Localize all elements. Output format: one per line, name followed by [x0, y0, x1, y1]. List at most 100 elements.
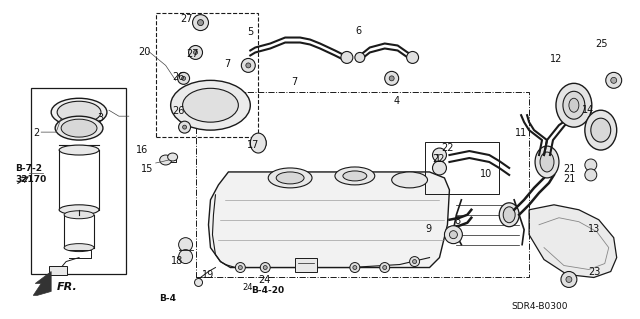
Ellipse shape — [160, 155, 172, 165]
Ellipse shape — [535, 146, 559, 178]
Bar — [49, 265, 67, 276]
Text: 18: 18 — [170, 256, 183, 266]
Circle shape — [198, 19, 204, 26]
Ellipse shape — [59, 205, 99, 215]
Circle shape — [605, 72, 621, 88]
Circle shape — [236, 263, 245, 272]
Ellipse shape — [61, 119, 97, 137]
Circle shape — [179, 121, 191, 133]
Circle shape — [250, 135, 266, 151]
Circle shape — [182, 125, 187, 129]
Text: 4: 4 — [394, 96, 399, 106]
Circle shape — [385, 71, 399, 85]
Text: 19: 19 — [202, 271, 214, 280]
Circle shape — [178, 72, 189, 84]
Text: 26: 26 — [172, 72, 185, 82]
Text: 13: 13 — [588, 224, 600, 234]
Text: 7: 7 — [225, 59, 231, 69]
Ellipse shape — [343, 171, 367, 181]
Ellipse shape — [268, 168, 312, 188]
Circle shape — [182, 76, 186, 80]
Text: 15: 15 — [141, 164, 153, 174]
Ellipse shape — [563, 91, 585, 119]
Ellipse shape — [64, 244, 94, 252]
Circle shape — [193, 50, 198, 55]
Text: 24: 24 — [259, 275, 271, 285]
Text: FR.: FR. — [57, 282, 78, 293]
Circle shape — [585, 169, 596, 181]
Text: 14: 14 — [582, 105, 594, 115]
Ellipse shape — [57, 101, 101, 123]
Text: 32170: 32170 — [15, 175, 47, 184]
Ellipse shape — [503, 207, 515, 223]
Circle shape — [413, 260, 417, 263]
Ellipse shape — [335, 167, 375, 185]
Ellipse shape — [168, 153, 178, 161]
Text: 7: 7 — [291, 77, 298, 87]
Text: B-4-20: B-4-20 — [252, 286, 284, 295]
Polygon shape — [33, 271, 51, 295]
Text: 10: 10 — [479, 169, 492, 179]
Ellipse shape — [556, 83, 592, 127]
Text: 6: 6 — [355, 26, 362, 36]
Circle shape — [179, 249, 193, 263]
Circle shape — [246, 63, 251, 68]
Circle shape — [193, 15, 209, 31]
Text: 26: 26 — [172, 106, 185, 116]
Bar — [196, 92, 529, 278]
Ellipse shape — [540, 152, 554, 172]
Text: 1: 1 — [435, 154, 441, 164]
Circle shape — [444, 226, 462, 244]
Circle shape — [561, 271, 577, 287]
Circle shape — [566, 277, 572, 282]
Circle shape — [350, 263, 360, 272]
Circle shape — [585, 159, 596, 171]
Ellipse shape — [64, 211, 94, 219]
Text: 21: 21 — [564, 164, 576, 174]
Circle shape — [389, 76, 394, 81]
Text: 11: 11 — [515, 128, 527, 137]
Text: 23: 23 — [588, 267, 600, 277]
Text: 16: 16 — [136, 145, 148, 155]
Circle shape — [380, 263, 390, 272]
Text: 25: 25 — [595, 39, 608, 48]
Bar — [295, 257, 317, 271]
Circle shape — [238, 265, 243, 270]
Circle shape — [263, 265, 268, 270]
Ellipse shape — [276, 172, 304, 184]
Circle shape — [179, 238, 193, 252]
Circle shape — [353, 265, 357, 270]
Polygon shape — [209, 172, 449, 268]
Circle shape — [195, 278, 202, 286]
Text: 12: 12 — [550, 55, 562, 64]
Circle shape — [611, 78, 617, 83]
Ellipse shape — [171, 80, 250, 130]
Text: 2: 2 — [33, 128, 40, 137]
Text: 22: 22 — [441, 143, 454, 153]
Text: B-7-2: B-7-2 — [15, 165, 42, 174]
Circle shape — [449, 231, 458, 239]
Circle shape — [341, 51, 353, 63]
Ellipse shape — [250, 133, 266, 153]
Ellipse shape — [499, 203, 519, 227]
Ellipse shape — [59, 145, 99, 155]
Circle shape — [189, 46, 202, 59]
Text: 3: 3 — [97, 113, 103, 123]
Circle shape — [406, 51, 419, 63]
Circle shape — [260, 263, 270, 272]
Text: 5: 5 — [247, 27, 253, 37]
Ellipse shape — [585, 110, 617, 150]
Ellipse shape — [591, 118, 611, 142]
Circle shape — [433, 148, 447, 162]
Circle shape — [355, 52, 365, 63]
Text: 20: 20 — [139, 47, 151, 56]
Ellipse shape — [182, 88, 238, 122]
Text: 24: 24 — [243, 283, 253, 292]
Bar — [424, 142, 499, 194]
Ellipse shape — [569, 98, 579, 112]
Circle shape — [383, 265, 387, 270]
Text: B-4: B-4 — [159, 294, 176, 303]
Text: SDR4-B0300: SDR4-B0300 — [511, 302, 568, 311]
Bar — [156, 13, 259, 137]
Text: 17: 17 — [247, 140, 259, 150]
